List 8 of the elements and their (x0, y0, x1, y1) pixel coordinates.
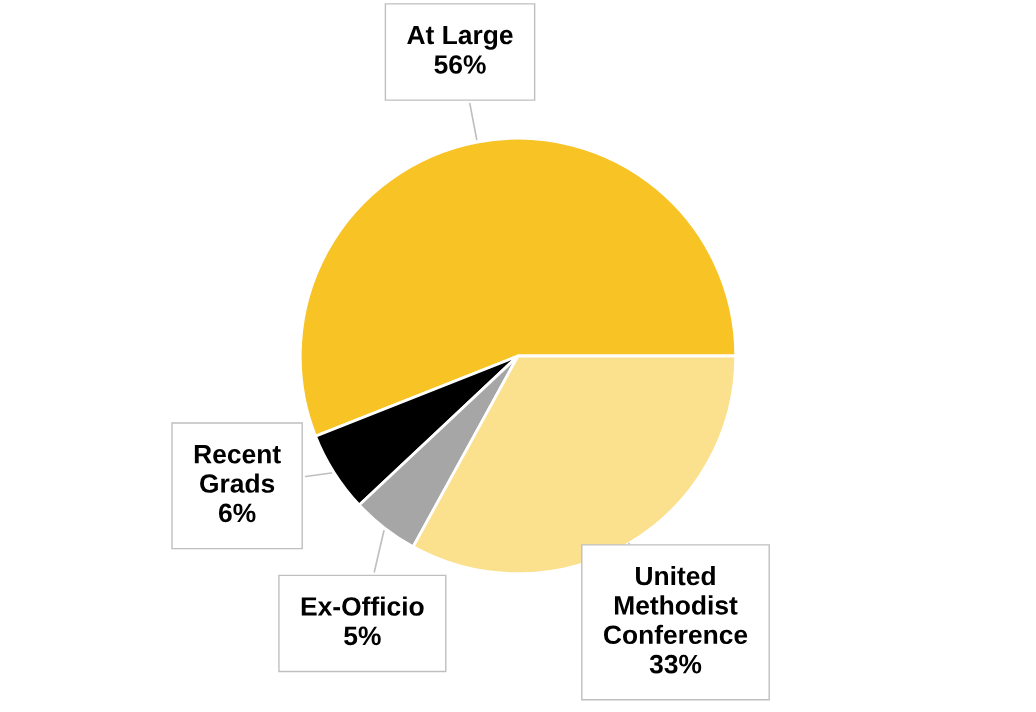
data-label: 33% (649, 654, 702, 674)
data-label: 56% (434, 55, 486, 74)
slice-label: Ex-Officio (301, 596, 424, 616)
slice-label: United Methodist Conference (604, 565, 748, 645)
data-label: 5% (344, 626, 381, 646)
data-label: 6% (219, 503, 256, 523)
slice-label: Recent Grads (194, 445, 281, 493)
slice-label: At Large (407, 25, 513, 50)
